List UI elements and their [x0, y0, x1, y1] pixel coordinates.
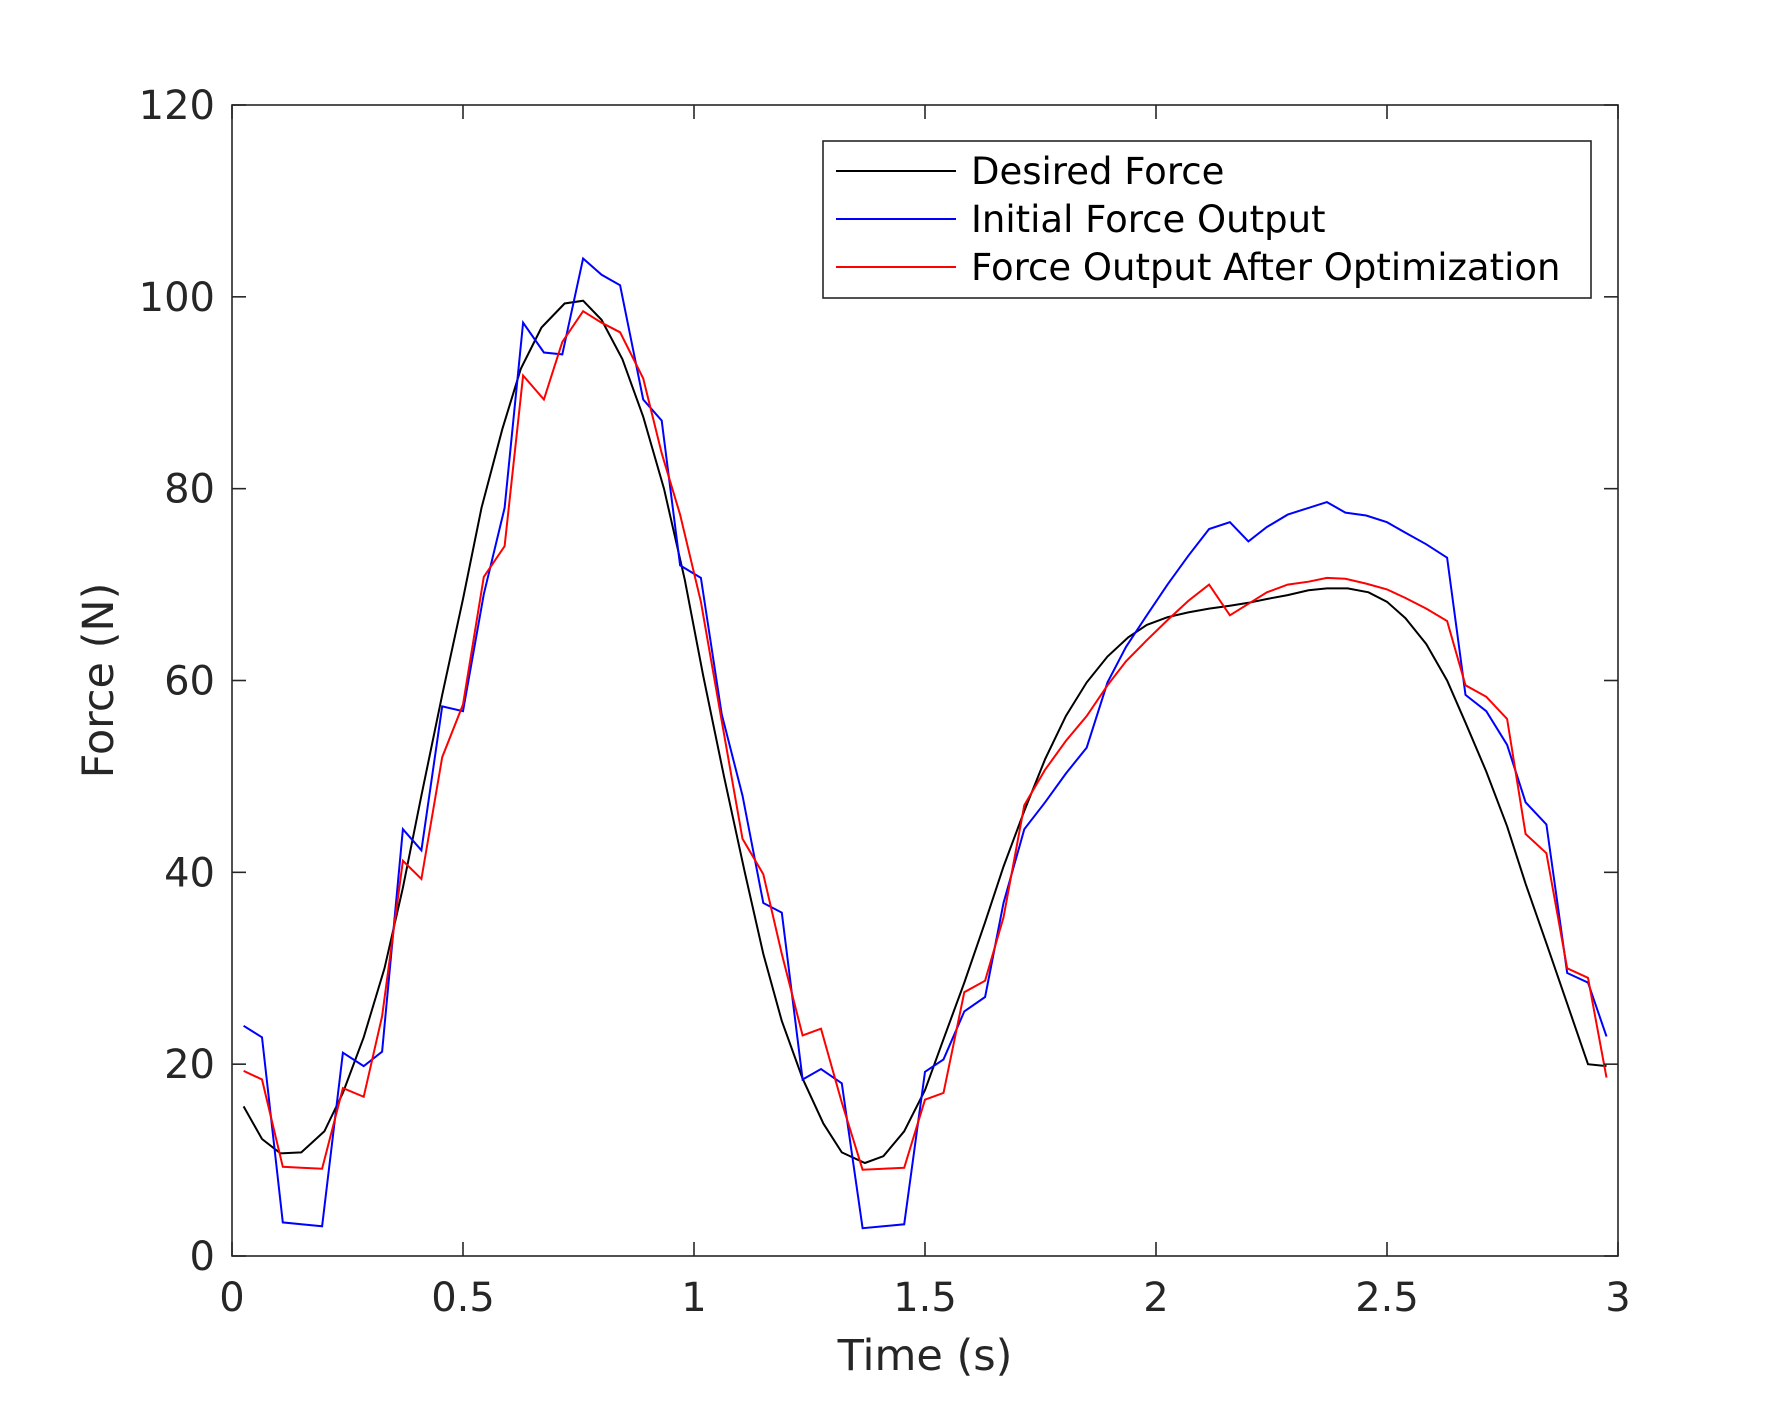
series-line-0 — [242, 299, 1607, 1165]
x-tick-label: 1 — [681, 1275, 706, 1321]
series-layer — [242, 256, 1608, 1230]
x-tick-label: 2 — [1143, 1275, 1168, 1321]
series-line-1 — [243, 256, 1608, 1230]
y-tick-label: 0 — [190, 1234, 215, 1280]
x-tick-label: 0 — [219, 1275, 244, 1321]
legend-label-1: Initial Force Output — [971, 198, 1326, 241]
series-line-2 — [243, 309, 1608, 1171]
y-tick-label: 20 — [164, 1042, 215, 1088]
x-tick-label: 2.5 — [1355, 1275, 1419, 1321]
x-tick-label: 3 — [1605, 1275, 1630, 1321]
y-tick-label: 80 — [164, 467, 215, 513]
axes-layer: 0 0.5 1 1.5 2 2.5 3 0 20 40 60 80 100 120 — [139, 83, 1631, 1321]
y-axis-title: Force (N) — [74, 583, 124, 779]
x-tick-label: 0.5 — [431, 1275, 495, 1321]
x-axis-title: Time (s) — [837, 1331, 1013, 1381]
x-tick-label: 1.5 — [893, 1275, 957, 1321]
y-tick-label: 60 — [164, 659, 215, 705]
y-tick-label: 100 — [139, 275, 215, 321]
legend: Desired Force Initial Force Output Force O… — [822, 140, 1592, 299]
y-tick-label: 120 — [139, 83, 215, 129]
y-tick-label: 40 — [164, 850, 215, 896]
legend-label-0: Desired Force — [971, 150, 1224, 193]
legend-label-2: Force Output After Optimization — [971, 246, 1560, 289]
